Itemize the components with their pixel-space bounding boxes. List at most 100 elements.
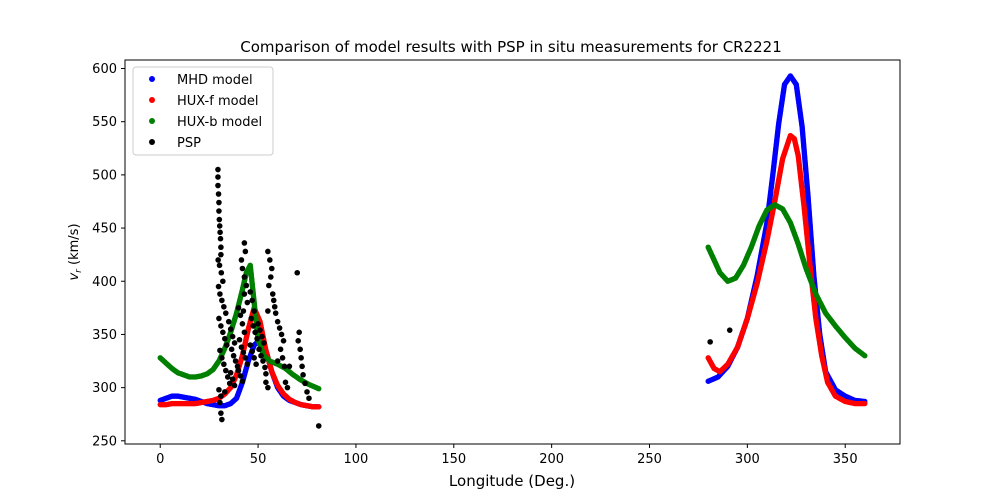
y-axis: 250 300 350 400 450 500 550 600 [92, 62, 125, 449]
data-point [272, 310, 279, 316]
data-point [267, 257, 273, 263]
data-point [862, 353, 868, 359]
data-point [243, 282, 250, 289]
data-point [862, 400, 868, 407]
data-point [218, 244, 224, 251]
data-point [268, 274, 274, 280]
data-point [268, 265, 275, 272]
data-point [235, 305, 242, 311]
data-point [218, 269, 225, 276]
data-point [280, 338, 287, 344]
data-point [224, 374, 231, 380]
data-point [220, 278, 226, 285]
data-point [252, 329, 258, 336]
data-point [316, 385, 322, 392]
data-point [239, 378, 246, 385]
data-point [215, 166, 221, 173]
data-point [217, 235, 224, 242]
series-1 [157, 132, 868, 410]
data-point [278, 331, 285, 338]
legend-marker [149, 76, 155, 82]
data-point [219, 297, 225, 304]
data-point [281, 363, 288, 370]
data-point [232, 358, 239, 364]
data-point [250, 323, 256, 329]
plot-area [157, 73, 868, 429]
data-point [216, 262, 223, 269]
data-point [215, 174, 221, 180]
data-point [215, 257, 221, 263]
data-point [226, 380, 233, 387]
data-point [286, 363, 293, 370]
legend-marker [149, 97, 155, 103]
y-tick-label: 400 [92, 275, 117, 290]
legend: MHD model HUX-f model HUX-b model PSP [132, 66, 274, 156]
data-point [298, 355, 304, 361]
data-point [238, 344, 245, 351]
series-2 [157, 201, 868, 392]
y-tick-label: 600 [92, 62, 117, 77]
data-point [284, 384, 291, 391]
data-point [215, 283, 222, 290]
data-point [230, 352, 237, 359]
data-point [215, 191, 222, 197]
data-point [241, 274, 248, 280]
data-point [265, 308, 271, 314]
data-point [216, 223, 223, 229]
data-point [219, 416, 225, 423]
data-point [253, 361, 259, 368]
data-point [295, 338, 302, 344]
data-point [236, 336, 243, 343]
data-point [215, 182, 221, 189]
data-point [239, 265, 246, 272]
data-point [221, 303, 227, 310]
x-tick-label: 100 [344, 452, 369, 467]
data-point [306, 395, 312, 402]
data-point [255, 321, 261, 327]
data-point [258, 352, 264, 359]
data-point [269, 291, 276, 297]
x-tick-label: 200 [539, 452, 564, 467]
y-tick-label: 250 [92, 434, 117, 449]
data-point [241, 329, 248, 336]
data-point [227, 326, 234, 332]
data-point [240, 308, 247, 314]
data-point [254, 335, 260, 342]
data-point [227, 369, 234, 376]
data-point [263, 379, 269, 386]
legend-marker [149, 118, 155, 124]
x-tick-label: 350 [833, 452, 858, 467]
data-point [277, 346, 284, 353]
data-point [726, 327, 733, 333]
chart-title: Comparison of model results with PSP in … [240, 38, 782, 56]
data-point [242, 248, 249, 255]
x-tick-label: 50 [250, 452, 267, 467]
data-point [279, 355, 286, 361]
data-point [229, 333, 236, 340]
data-point [707, 339, 713, 345]
data-point [259, 333, 265, 340]
data-point [265, 384, 271, 391]
y-axis-label: vr (km/s) [67, 223, 84, 280]
data-point [263, 370, 269, 377]
data-point [249, 297, 256, 304]
data-point [218, 251, 224, 258]
data-point [219, 355, 225, 361]
data-point [217, 399, 223, 406]
data-point [249, 348, 256, 355]
data-point [221, 361, 227, 368]
data-point [235, 367, 242, 374]
data-point [248, 315, 255, 322]
data-point [222, 389, 228, 395]
data-point [274, 358, 281, 364]
data-point [302, 380, 308, 387]
data-point [237, 373, 244, 379]
data-point [241, 240, 248, 246]
y-tick-label: 450 [92, 222, 117, 237]
data-point [228, 346, 235, 353]
data-point [271, 303, 278, 310]
y-tick-label: 300 [92, 381, 117, 396]
y-tick-label: 500 [92, 168, 117, 183]
x-tick-label: 300 [735, 452, 760, 467]
